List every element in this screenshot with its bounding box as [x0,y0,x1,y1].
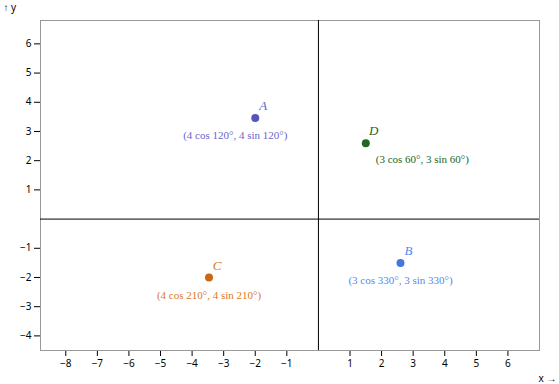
svg-text:↑ y: ↑ y [4,0,18,14]
svg-text:−8: −8 [60,356,72,370]
svg-text:x →: x → [539,371,557,384]
svg-text:D: D [368,123,379,138]
svg-text:−5: −5 [155,356,167,370]
svg-text:2: 2 [379,356,385,370]
svg-text:A: A [258,98,267,113]
svg-text:−3: −3 [218,356,230,370]
svg-text:5: 5 [26,65,32,79]
svg-text:3: 3 [410,356,416,370]
svg-text:(4 cos 120°, 4 sin 120°): (4 cos 120°, 4 sin 120°) [183,129,287,142]
svg-text:−2: −2 [250,356,262,370]
svg-text:−4: −4 [186,356,198,370]
svg-text:−2: −2 [20,270,32,284]
svg-text:6: 6 [505,356,511,370]
svg-text:−7: −7 [92,356,104,370]
svg-text:B: B [405,243,413,258]
svg-text:−6: −6 [123,356,135,370]
svg-text:−1: −1 [281,356,292,370]
svg-text:(3 cos 60°, 3 sin 60°): (3 cos 60°, 3 sin 60°) [376,153,469,166]
svg-text:(4 cos 210°, 4 sin 210°): (4 cos 210°, 4 sin 210°) [157,289,261,302]
svg-text:−1: −1 [20,240,31,254]
svg-text:3: 3 [26,124,32,138]
svg-text:−3: −3 [20,299,32,313]
svg-text:1: 1 [26,182,32,196]
svg-text:5: 5 [473,356,479,370]
svg-text:1: 1 [347,356,353,370]
svg-text:6: 6 [26,36,32,50]
svg-text:2: 2 [26,153,32,167]
svg-text:−4: −4 [20,328,32,342]
svg-text:C: C [213,258,222,273]
svg-text:4: 4 [26,94,32,108]
svg-text:4: 4 [442,356,448,370]
svg-text:(3 cos 330°, 3 sin 330°): (3 cos 330°, 3 sin 330°) [348,274,452,287]
